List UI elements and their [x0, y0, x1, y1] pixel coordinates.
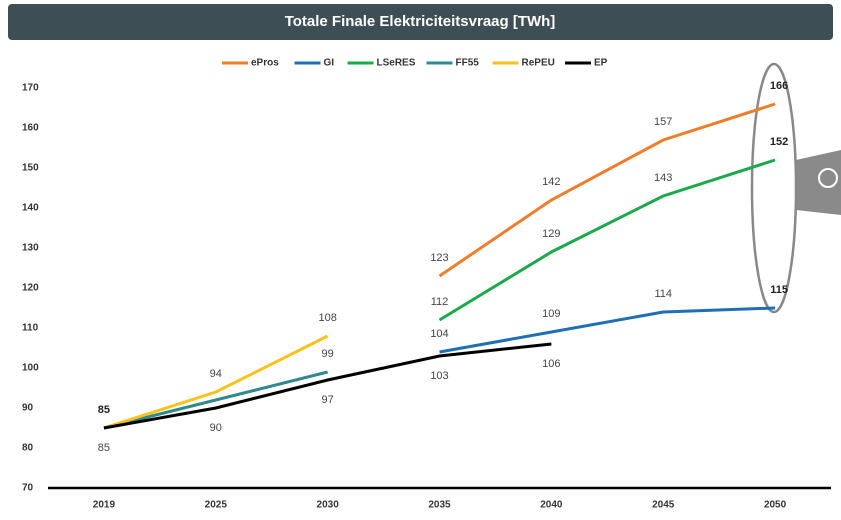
series-line [103, 334, 329, 430]
highlight-ellipse [750, 62, 798, 314]
series-line [439, 306, 776, 354]
data-label: 94 [210, 368, 222, 380]
x-tick-label: 2045 [652, 500, 675, 511]
data-label: 157 [654, 116, 672, 128]
callout-icon [818, 168, 838, 188]
data-label: 152 [770, 136, 788, 148]
x-tick-label: 2040 [540, 500, 563, 511]
x-tick-label: 2035 [428, 500, 451, 511]
data-label: 114 [654, 288, 672, 300]
data-label: 143 [654, 172, 672, 184]
series-line [103, 342, 552, 430]
series-line [103, 370, 329, 430]
data-label: 99 [322, 348, 334, 360]
legend-label: FF55 [456, 58, 480, 69]
data-label: 129 [542, 228, 560, 240]
data-label: 85 [98, 404, 110, 416]
callout-shape [796, 150, 841, 215]
y-tick-label: 120 [22, 283, 39, 294]
data-label: 104 [430, 328, 448, 340]
y-tick-label: 150 [22, 163, 39, 174]
series-line [438, 102, 776, 278]
x-tick-label: 2050 [764, 500, 787, 511]
y-tick-label: 130 [22, 243, 39, 254]
y-tick-label: 100 [22, 363, 39, 374]
data-label: 103 [430, 370, 448, 382]
y-tick-label: 140 [22, 203, 39, 214]
x-tick-label: 2030 [317, 500, 340, 511]
data-label: 97 [322, 394, 334, 406]
y-tick-label: 70 [22, 483, 34, 494]
data-label: 85 [98, 442, 110, 454]
legend-label: LSeRES [377, 58, 416, 69]
data-label: 109 [542, 308, 560, 320]
data-label: 123 [430, 252, 448, 264]
y-tick-label: 160 [22, 123, 39, 134]
legend-label: GI [324, 58, 335, 69]
data-label: 166 [770, 80, 788, 92]
y-tick-label: 170 [22, 83, 39, 94]
series-line [438, 158, 776, 322]
legend-label: RePEU [522, 58, 555, 69]
y-tick-label: 110 [22, 323, 39, 334]
data-label: 108 [318, 312, 336, 324]
title-bar [8, 4, 833, 40]
data-label: 112 [431, 296, 449, 308]
x-tick-label: 2025 [205, 500, 228, 511]
legend-label: EP [594, 58, 608, 69]
x-tick-label: 2019 [93, 500, 116, 511]
data-label: 90 [210, 422, 222, 434]
y-tick-label: 90 [22, 403, 34, 414]
data-label: 106 [542, 358, 560, 370]
data-label: 142 [542, 176, 560, 188]
chart-title: Totale Finale Elektriciteitsvraag [TWh] [285, 13, 556, 30]
legend-label: ePros [251, 58, 279, 69]
y-tick-label: 80 [22, 443, 34, 454]
data-label: 115 [770, 284, 788, 296]
